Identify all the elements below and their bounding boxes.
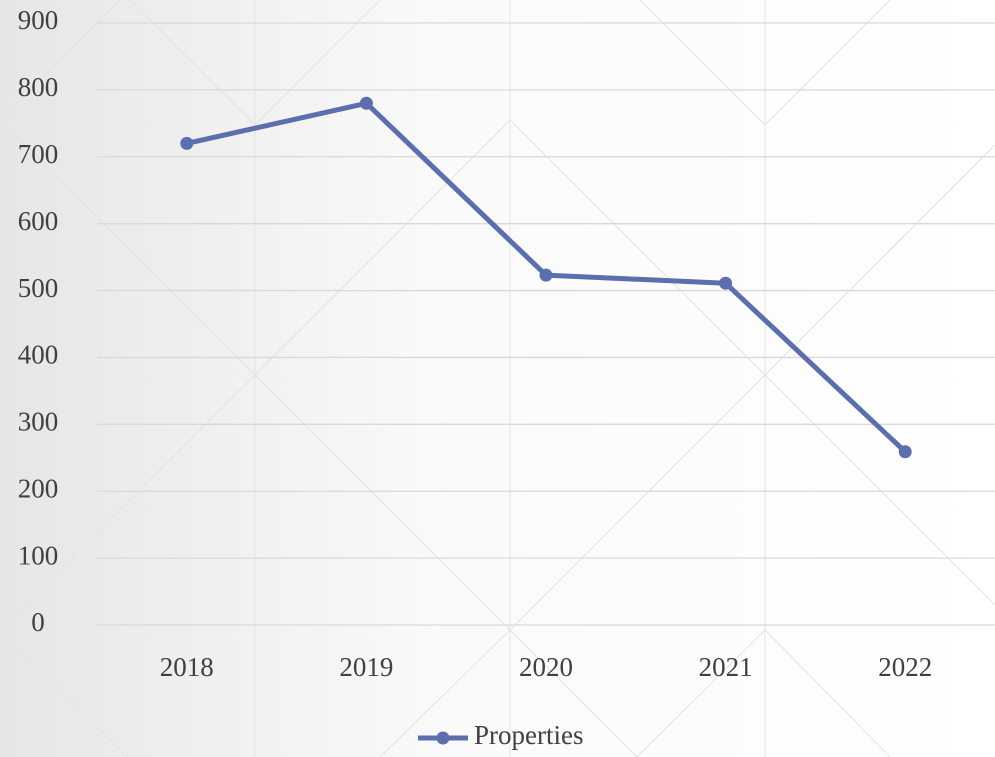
axes: 0 100 200 300 400 500 600 700 800 900 2018 2019 2020…: [18, 5, 995, 682]
x-tick-label: 2021: [699, 652, 753, 682]
y-tick-label: 400: [18, 340, 59, 370]
y-tick-label: 600: [18, 206, 59, 236]
legend-label: Properties: [474, 720, 583, 750]
x-tick-label: 2022: [878, 652, 932, 682]
data-point: [898, 445, 912, 459]
data-point: [359, 96, 373, 110]
y-tick-label: 200: [18, 473, 59, 503]
legend-marker: [436, 731, 450, 745]
y-tick-label: 500: [18, 273, 59, 303]
y-tick-label: 900: [18, 5, 59, 35]
x-tick-label: 2018: [160, 652, 214, 682]
x-tick-label: 2019: [339, 652, 393, 682]
y-tick-label: 300: [18, 407, 59, 437]
legend: Properties: [418, 720, 583, 750]
y-tick-label: 0: [31, 607, 45, 637]
y-tick-label: 800: [18, 72, 59, 102]
data-point: [180, 136, 194, 150]
plot: [180, 96, 912, 459]
data-point: [719, 276, 733, 290]
x-tick-label: 2020: [519, 652, 573, 682]
y-tick-label: 700: [18, 139, 59, 169]
data-point: [539, 268, 553, 282]
y-tick-label: 100: [18, 540, 59, 570]
